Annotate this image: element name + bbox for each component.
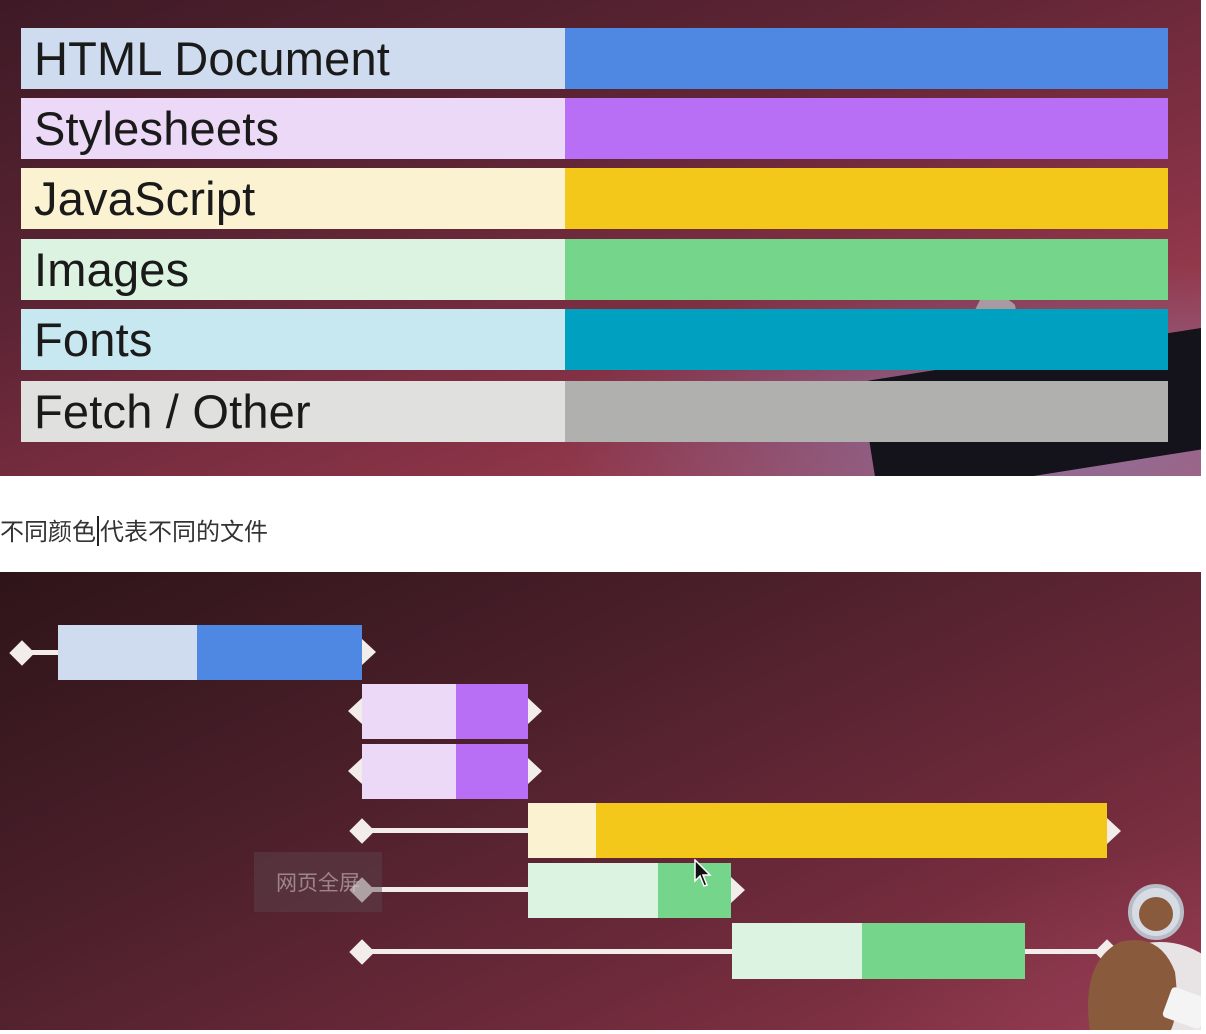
end-marker	[528, 698, 542, 724]
legend-label-fetch: Fetch / Other	[21, 381, 565, 442]
waterfall-segment-download	[456, 684, 528, 739]
waterfall-segment-waiting	[362, 744, 456, 799]
caption-part-1: 不同颜色	[0, 518, 96, 546]
legend-swatch-images	[565, 239, 1168, 300]
legend-row-fetch: Fetch / Other	[21, 381, 1168, 442]
end-marker	[731, 877, 745, 903]
wait-line	[362, 828, 530, 833]
mouse-pointer-icon	[694, 859, 712, 887]
start-marker	[348, 698, 362, 724]
legend-label-fonts: Fonts	[21, 309, 565, 370]
caption-part-2: 代表不同的文件	[100, 518, 268, 546]
legend-swatch-fetch	[565, 381, 1168, 442]
waterfall-segment-download	[456, 744, 528, 799]
waterfall-segment-waiting	[732, 923, 862, 979]
legend-swatch-fonts	[565, 309, 1168, 370]
text-cursor	[97, 516, 99, 546]
wait-line	[1025, 949, 1105, 954]
fullscreen-button[interactable]: 网页全屏	[254, 852, 382, 912]
start-marker	[348, 758, 362, 784]
waterfall-slide: 网页全屏	[0, 572, 1201, 1030]
start-marker	[349, 939, 375, 965]
waterfall-segment-download	[862, 923, 1025, 979]
legend-row-fonts: Fonts	[21, 309, 1168, 370]
legend-label-html: HTML Document	[21, 28, 565, 89]
legend-row-images: Images	[21, 239, 1168, 300]
waterfall-segment-waiting	[58, 625, 197, 680]
end-marker	[1107, 818, 1121, 844]
astronaut-illustration	[1088, 884, 1201, 1030]
legend-swatch-javascript	[565, 168, 1168, 229]
waterfall-segment-waiting	[362, 684, 456, 739]
legend-row-javascript: JavaScript	[21, 168, 1168, 229]
wait-line	[362, 887, 530, 892]
waterfall-segment-download	[596, 803, 1107, 858]
waterfall-segment-download	[197, 625, 362, 680]
end-marker	[362, 639, 376, 665]
waterfall-segment-waiting	[528, 803, 596, 858]
legend-label-images: Images	[21, 239, 565, 300]
wait-line	[362, 949, 734, 954]
legend-row-html: HTML Document	[21, 28, 1168, 89]
end-marker	[528, 758, 542, 784]
start-marker	[9, 640, 35, 666]
legend-label-stylesheets: Stylesheets	[21, 98, 565, 159]
caption-text[interactable]: 不同颜色 代表不同的文件	[0, 512, 268, 547]
legend-swatch-html	[565, 28, 1168, 89]
start-marker	[349, 818, 375, 844]
legend-slide: HTML Document Stylesheets JavaScript Ima…	[0, 0, 1201, 476]
legend-swatch-stylesheets	[565, 98, 1168, 159]
wait-line	[20, 650, 60, 655]
legend-label-javascript: JavaScript	[21, 168, 565, 229]
legend-row-stylesheets: Stylesheets	[21, 98, 1168, 159]
waterfall-segment-waiting	[528, 863, 658, 918]
